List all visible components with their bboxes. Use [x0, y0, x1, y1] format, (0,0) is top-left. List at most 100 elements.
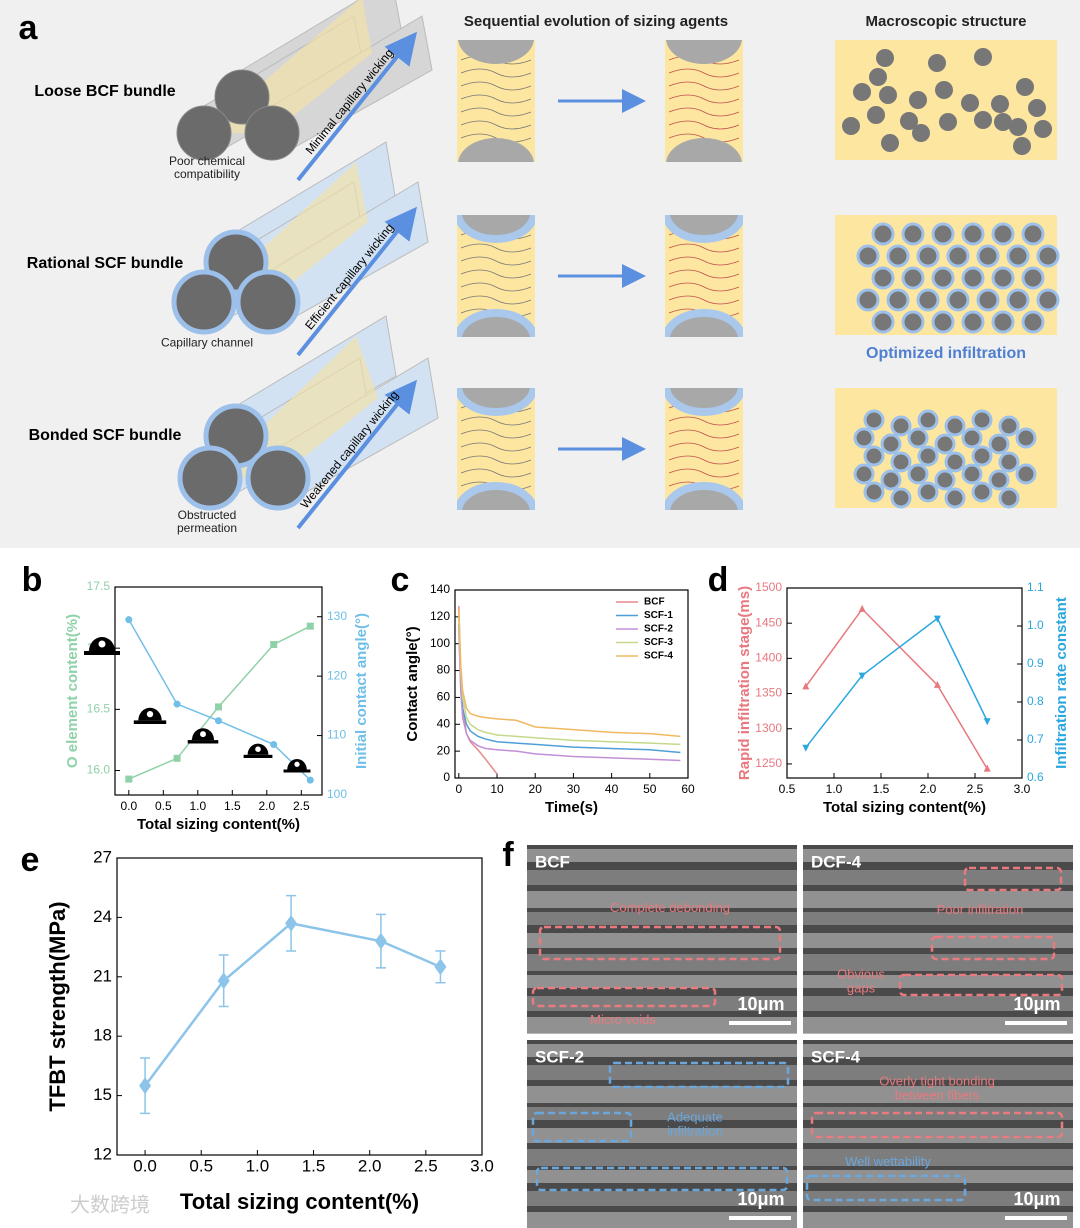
- series-line: [458, 630, 681, 762]
- macro-fiber: [994, 113, 1012, 131]
- polymer-chain: [460, 455, 532, 465]
- macro-fiber: [901, 222, 925, 246]
- column-title: Sequential evolution of sizing agents: [464, 13, 728, 30]
- macro-fiber: [869, 68, 887, 86]
- x-tick-label: 2.0: [258, 799, 275, 813]
- macro-fiber: [944, 415, 966, 437]
- macro-fiber: [916, 244, 940, 268]
- wicking-arrow: [296, 206, 418, 357]
- y-tick-label: 20: [437, 743, 451, 757]
- polymer-chain: [460, 81, 532, 91]
- fiber-stripe: [527, 1191, 797, 1206]
- macro-fiber: [946, 244, 970, 268]
- macro-fiber: [944, 451, 966, 473]
- macro-fiber: [934, 433, 956, 455]
- polymer-chain: [668, 429, 740, 439]
- macro-fiber: [961, 463, 983, 485]
- y-tick-label: 16.5: [87, 702, 111, 716]
- fiber-end: [235, 269, 301, 335]
- macro-fiber: [853, 83, 871, 101]
- macro-fiber: [917, 481, 939, 503]
- x-tick-label: 10: [490, 782, 504, 796]
- macro-fiber: [1028, 99, 1046, 117]
- y-tick-label: 120: [430, 609, 450, 623]
- point: [215, 703, 222, 711]
- droplet-highlight: [98, 640, 106, 648]
- panel-label: c: [391, 561, 410, 599]
- panel-label: f: [502, 836, 514, 874]
- x-tick-label: 60: [681, 782, 695, 796]
- macro-fiber: [1036, 244, 1060, 268]
- dashed-box: [535, 1166, 789, 1192]
- series-line: [128, 619, 311, 781]
- x-tick-label: 50: [643, 782, 657, 796]
- x-tick-label: 1.0: [826, 782, 843, 796]
- macro-fiber: [988, 433, 1010, 455]
- fiber-stripe: [527, 975, 797, 988]
- fiber-section: [457, 482, 538, 510]
- y2-tick-label: 120: [327, 668, 347, 682]
- x-tick-label: 2.0: [358, 1156, 382, 1175]
- macro-fiber: [901, 310, 925, 334]
- panel-label: d: [708, 561, 729, 599]
- y-tick-label: 1250: [755, 756, 782, 770]
- macro-fiber: [998, 451, 1020, 473]
- point: [858, 672, 866, 680]
- fiber-stripe: [803, 1044, 1073, 1057]
- polymer-chain: [460, 243, 532, 253]
- scale-label: 10μm: [737, 1189, 784, 1209]
- macro-fiber: [944, 487, 966, 509]
- fiber-stripe: [803, 933, 1073, 948]
- polymer-chain: [668, 455, 740, 465]
- fiber-stripe: [527, 1065, 797, 1080]
- fiber-stripe: [803, 1128, 1073, 1143]
- polymer-chain: [460, 68, 532, 78]
- macro-fiber: [961, 266, 985, 290]
- row-note: Obstructed permeation: [176, 507, 238, 535]
- scale-label: 10μm: [1013, 994, 1060, 1014]
- y2-tick-label: 1.0: [1027, 618, 1044, 632]
- macro-fiber: [1034, 120, 1052, 138]
- droplet-base: [187, 740, 219, 744]
- macro-fiber: [856, 288, 880, 312]
- macro-fiber: [991, 222, 1015, 246]
- macro-fiber: [935, 81, 953, 99]
- y2-tick-label: 0.6: [1027, 770, 1044, 784]
- y2-tick-label: 0.9: [1027, 656, 1044, 670]
- legend-label: SCF-2: [644, 624, 673, 635]
- x-tick-label: 20: [529, 782, 543, 796]
- series-line: [458, 623, 681, 754]
- point: [173, 754, 181, 762]
- watermark: 大数跨境: [70, 1193, 150, 1216]
- droplet-base: [243, 754, 273, 758]
- x-axis-label: Total sizing content(%): [137, 816, 300, 833]
- point: [983, 764, 991, 772]
- image-label: BCF: [535, 852, 570, 871]
- macro-fiber: [974, 111, 992, 129]
- legend-label: SCF-4: [644, 651, 673, 662]
- dashed-box: [930, 935, 1056, 961]
- row-title: Loose BCF bundle: [34, 83, 175, 100]
- x-tick-label: 3.0: [470, 1156, 494, 1175]
- y2-tick-label: 0.8: [1027, 694, 1044, 708]
- x-tick-label: 2.5: [967, 782, 984, 796]
- fiber-stripe: [527, 849, 797, 862]
- panel-label: b: [22, 561, 43, 599]
- y-tick-label: 12: [93, 1144, 112, 1163]
- y-axis-label: Contact angle(°): [404, 626, 421, 741]
- y2-axis-label: Initial contact angle(°): [353, 613, 370, 769]
- scale-bar: [1005, 1021, 1067, 1025]
- macro-fiber: [976, 288, 1000, 312]
- polymer-chain: [460, 295, 532, 305]
- annotation: Adequate infiltration: [667, 1109, 723, 1139]
- point: [270, 641, 278, 649]
- polymer-chain: [460, 429, 532, 439]
- legend-label: SCF-3: [644, 637, 673, 648]
- y-tick-label: 1450: [755, 615, 782, 629]
- fiber-stripe: [527, 1044, 797, 1057]
- polymer-chain: [668, 81, 740, 91]
- x-tick-label: 1.5: [873, 782, 890, 796]
- macro-fiber: [890, 487, 912, 509]
- x-tick-label: 0.0: [120, 799, 137, 813]
- scale-label: 10μm: [737, 994, 784, 1014]
